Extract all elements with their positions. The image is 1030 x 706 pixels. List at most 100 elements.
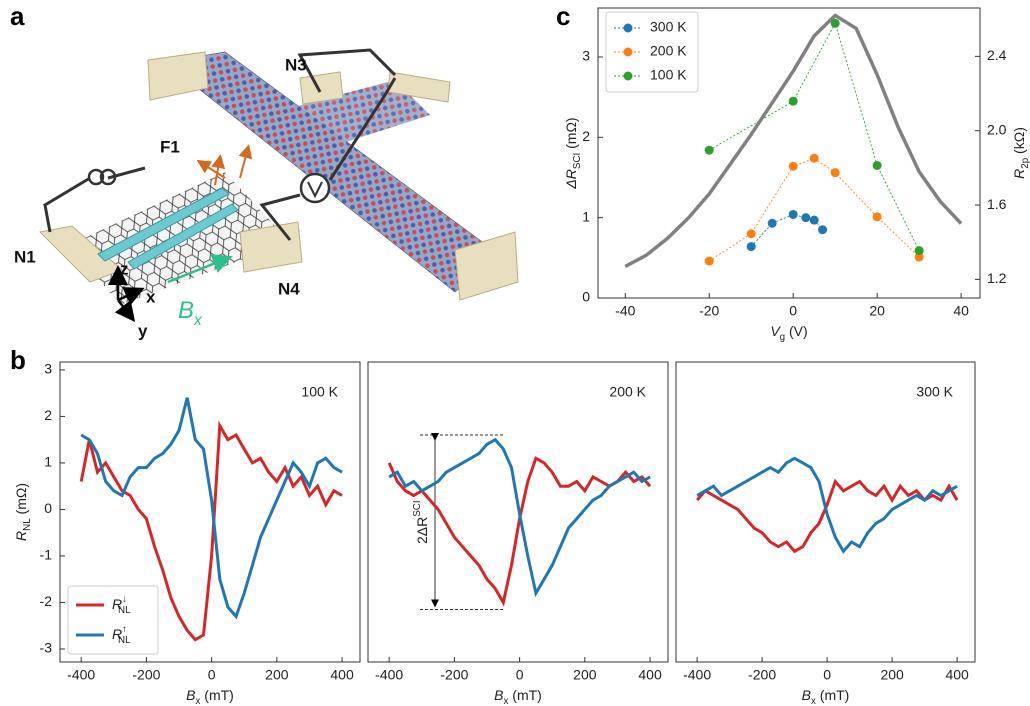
y-axis-label-part: NL <box>22 518 33 531</box>
y2-tick-label: 2.0 <box>987 121 1007 137</box>
x-tick-label: 200 <box>573 667 597 683</box>
field-label-part: B <box>178 297 194 324</box>
x-axis-label-part: (mT) <box>200 687 233 703</box>
x-tick-label: 0 <box>823 667 831 683</box>
y-tick-label: 0 <box>582 289 590 305</box>
axis-label: x <box>146 287 156 306</box>
x-axis-label-part: B <box>186 687 195 703</box>
data-point <box>818 225 827 234</box>
figure: a b c N1 N3 N4 F1 z x y Bx -40 -2 <box>0 0 1030 706</box>
y-axis-label: ΔRSCI (mΩ) <box>563 117 583 189</box>
x-axis-label-part: (mT) <box>508 687 541 703</box>
y2-axis-label: R2p (kΩ) <box>1011 127 1030 179</box>
y2-axis-label-part: R <box>1011 169 1027 179</box>
schematic: N1 N3 N4 F1 z x y Bx <box>14 50 518 340</box>
y-axis-label: RNL (mΩ) <box>13 483 33 541</box>
x-tick-label: -200 <box>748 667 776 683</box>
annotation: 300 K <box>916 384 953 400</box>
y-axis-label-part: (mΩ) <box>563 117 579 152</box>
annotation: 200 K <box>609 384 646 400</box>
data-point <box>705 257 714 266</box>
panel-label: c <box>556 1 570 31</box>
x-axis-label: Bx (mT) <box>186 687 234 706</box>
contact-pad <box>148 52 208 100</box>
x-tick-label: 400 <box>330 667 354 683</box>
y-tick-label: 2 <box>44 407 52 423</box>
axis-label: y <box>138 321 148 340</box>
legend-label-part: NL <box>118 635 131 646</box>
y-tick-label: -2 <box>40 593 53 609</box>
y-tick-label: -3 <box>40 640 53 656</box>
y-tick-label: 1 <box>44 454 52 470</box>
legend-label: 200 K <box>650 43 687 59</box>
y2-tick-label: 1.6 <box>987 196 1007 212</box>
data-point <box>789 162 798 171</box>
y-tick-label: -1 <box>40 547 53 563</box>
x-tick-label: -400 <box>375 667 403 683</box>
legend-marker <box>624 48 633 57</box>
field-label: Bx <box>178 297 203 328</box>
contact-label: N1 <box>14 247 36 266</box>
data-point <box>747 229 756 238</box>
x-axis-label: Vg (V) <box>770 323 807 343</box>
y-tick-label: 2 <box>582 128 590 144</box>
y-axis-label-part: SCI <box>572 153 583 169</box>
contact-pad <box>300 72 343 104</box>
x-axis-label: Bx (mT) <box>494 687 542 706</box>
x-tick-label: 0 <box>516 667 524 683</box>
x-tick-label: 200 <box>880 667 904 683</box>
panel-label: b <box>10 345 26 375</box>
y-tick-label: 1 <box>582 208 590 224</box>
legend-label: 300 K <box>650 19 687 35</box>
x-tick-label: 400 <box>638 667 662 683</box>
y-tick-label: 0 <box>44 500 52 516</box>
data-point <box>810 216 819 225</box>
y2-tick-label: 1.2 <box>987 270 1007 286</box>
data-point <box>801 213 810 222</box>
legend-label-part: ↓ <box>122 594 127 605</box>
contact-label: N4 <box>278 279 300 298</box>
arrow-label-part: SCI <box>412 500 423 516</box>
axis-label: z <box>120 259 129 278</box>
legend-label-part: NL <box>118 605 131 616</box>
contact-label: N3 <box>285 55 307 74</box>
x-tick-label: 40 <box>953 303 969 319</box>
x-tick-label: -200 <box>440 667 468 683</box>
field-label-part: x <box>193 312 203 329</box>
x-tick-label: -20 <box>699 303 719 319</box>
x-tick-label: 0 <box>789 303 797 319</box>
x-tick-label: -200 <box>132 667 160 683</box>
arrow-label-part: 2ΔR <box>414 517 430 544</box>
y-axis-label-part: ΔR <box>563 169 579 190</box>
y-axis-label-part: R <box>13 531 29 541</box>
y2-axis-label-part: (kΩ) <box>1011 127 1027 158</box>
x-tick-label: -400 <box>683 667 711 683</box>
x-tick-label: 200 <box>265 667 289 683</box>
x-axis-label: Bx (mT) <box>802 687 850 706</box>
x-tick-label: 20 <box>869 303 885 319</box>
spin-arrow <box>200 162 225 178</box>
y2-axis-label-part: 2p <box>1020 157 1030 168</box>
data-point <box>789 210 798 219</box>
data-point <box>747 242 756 251</box>
data-point <box>705 146 714 155</box>
x-axis-label-part: (V) <box>785 323 808 339</box>
x-axis-label-part: B <box>802 687 811 703</box>
x-axis-label-part: (mT) <box>816 687 849 703</box>
legend-marker <box>624 72 633 81</box>
data-point <box>810 154 819 163</box>
x-tick-label: -40 <box>615 303 635 319</box>
data-point <box>789 97 798 106</box>
y-tick-label: 3 <box>582 48 590 64</box>
data-point <box>768 219 777 228</box>
y-axis-label-part: (mΩ) <box>13 483 29 518</box>
data-point <box>831 168 840 177</box>
x-tick-label: -400 <box>67 667 95 683</box>
contact-label: F1 <box>160 137 180 156</box>
spin-arrow <box>240 148 248 178</box>
data-point <box>915 246 924 255</box>
panel-label: a <box>10 1 25 31</box>
x-axis-label-part: B <box>494 687 503 703</box>
x-tick-label: 0 <box>208 667 216 683</box>
y2-tick-label: 2.4 <box>987 47 1007 63</box>
